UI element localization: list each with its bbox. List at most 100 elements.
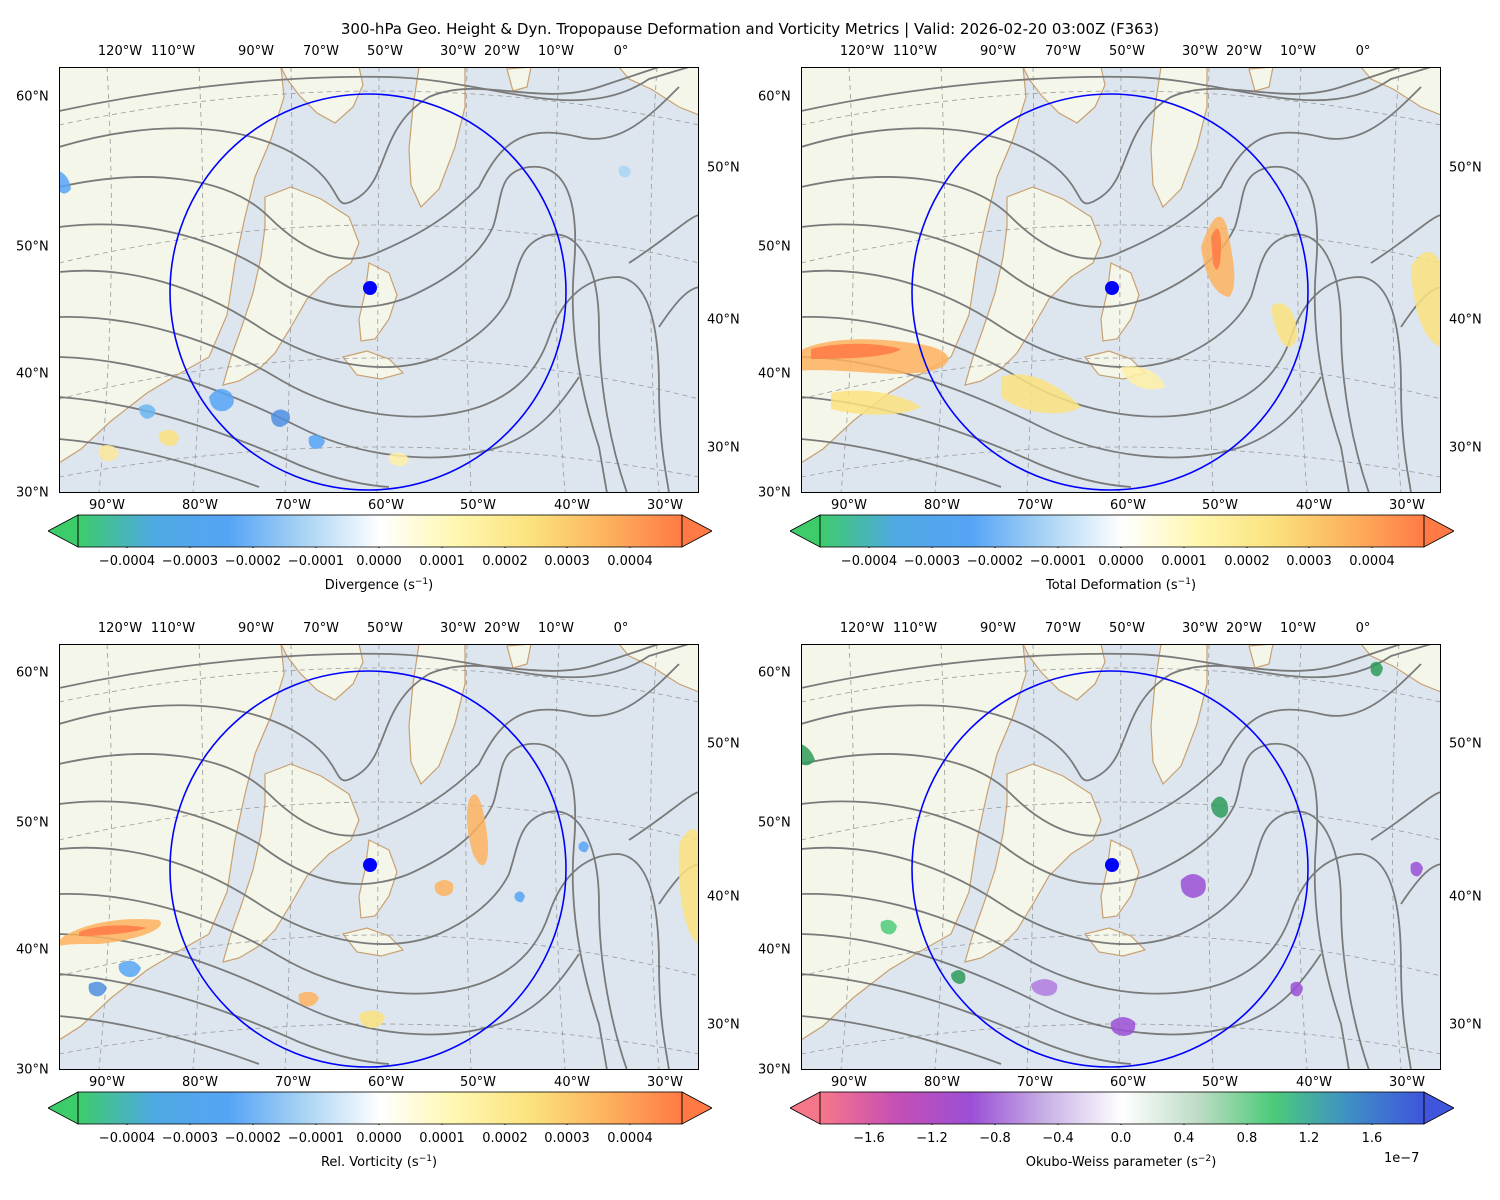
bottom-lon-label: 40°W (554, 498, 590, 513)
top-lon-label: 0° (613, 621, 629, 636)
left-lat-label: 60°N (16, 89, 49, 105)
okubo-weiss-colorbar (790, 1091, 1454, 1125)
field-feature-3 (158, 429, 179, 446)
top-lon-label: 120°W (97, 44, 143, 59)
top-lon-label: 50°W (1109, 621, 1145, 636)
graticule (59, 67, 699, 493)
left-lat-label: 50°N (758, 239, 791, 255)
height-contour-0 (801, 644, 1432, 689)
top-lon-label: 70°W (1045, 621, 1081, 636)
top-lon-label: 90°W (980, 621, 1016, 636)
okubo-weiss-map[interactable] (801, 644, 1441, 1070)
top-lon-label: 0° (1355, 44, 1371, 59)
top-lon-label: 20°W (1226, 44, 1262, 59)
height-contour-7 (801, 973, 1132, 1065)
divergence-panel: 120°W 110°W 90°W 70°W 50°W 30°W 20°W 10°W 0° 90°W… (0, 0, 740, 593)
graticule-line-5 (1296, 67, 1308, 493)
land-polygon-2 (964, 186, 1102, 386)
colorbar-extend-low (790, 1091, 821, 1125)
height-contour-2 (801, 86, 1422, 260)
land-polygon-2 (222, 763, 360, 963)
land-polygon-1 (280, 67, 364, 124)
graticule-line-1 (192, 644, 204, 1070)
colorbar-tick-label: −0.0002 (224, 554, 282, 569)
graticule-line-4 (1207, 67, 1214, 493)
colorbar-tick-label: −0.0001 (287, 1131, 345, 1146)
height-contour-8 (59, 438, 260, 488)
top-lon-label: 110°W (892, 621, 938, 636)
height-contour-3 (801, 743, 1350, 1070)
colorbar-offset-text: 1e−7 (1384, 1151, 1420, 1166)
bottom-lon-label: 30°W (647, 498, 683, 513)
colorbar-tick-label: −0.8 (979, 1131, 1011, 1146)
graticule-line-8 (59, 801, 699, 841)
right-lat-label: 50°N (1449, 736, 1482, 752)
height-contour-0 (801, 67, 1432, 112)
graticule-line-2 (284, 644, 293, 1070)
land-polygon-1 (280, 644, 364, 701)
colorbar-tick-label: −0.0002 (224, 1131, 282, 1146)
bottom-lon-label: 50°W (460, 498, 496, 513)
right-lat-label: 50°N (1449, 160, 1482, 176)
divergence-map[interactable] (59, 67, 699, 493)
colorbar-extend-high (681, 1091, 712, 1125)
colorbar-label: Divergence (s−1) (324, 577, 434, 593)
height-contour-2 (59, 86, 680, 260)
colorbar-extend-low (48, 514, 79, 548)
center-marker (363, 281, 377, 295)
colorbar-tick-label: −0.0004 (840, 554, 898, 569)
colorbar-tick-label: −0.0004 (98, 554, 156, 569)
field-feature-7 (1410, 861, 1423, 877)
field-feature-4 (466, 794, 489, 866)
height-contour-4 (801, 233, 1370, 493)
height-contour-6 (59, 933, 580, 1036)
top-lon-label: 120°W (97, 621, 143, 636)
field-feature-4 (951, 970, 966, 984)
colorbar-tick-label: 0.0003 (544, 554, 590, 569)
rel-vorticity-map[interactable] (59, 644, 699, 1070)
colorbar-tick-label: −0.0002 (966, 554, 1024, 569)
height-contour-6 (801, 933, 1322, 1036)
field-feature-10 (578, 841, 589, 853)
height-contour-9 (628, 791, 699, 841)
left-lat-label: 50°N (16, 239, 49, 255)
land-polygon-4 (341, 350, 405, 380)
graticule-line-6 (650, 67, 660, 493)
graticule-line-0 (98, 67, 112, 493)
graticule-line-9 (801, 934, 1441, 977)
right-lat-label: 30°N (1449, 1017, 1482, 1033)
colorbar-body (820, 515, 1424, 547)
colorbar-tick-label: −0.0001 (287, 554, 345, 569)
graticule-line-1 (934, 644, 946, 1070)
okubo-weiss-panel: 120°W 110°W 90°W 70°W 50°W 30°W 20°W 10°W 0° 90°W… (742, 577, 1482, 1170)
field-feature-6 (880, 919, 897, 935)
colorbar-tick-label: 0.0002 (482, 554, 528, 569)
analysis-ring (169, 93, 567, 491)
total-deformation-map[interactable] (801, 67, 1441, 493)
right-lat-label: 40°N (1449, 889, 1482, 905)
rel-vorticity-panel: 120°W 110°W 90°W 70°W 50°W 30°W 20°W 10°W 0° 90°W… (0, 577, 740, 1170)
bottom-lon-label: 80°W (182, 498, 218, 513)
top-lon-label: 90°W (980, 44, 1016, 59)
graticule-line-0 (840, 67, 854, 493)
field-feature-3 (1211, 228, 1221, 270)
field-feature-1 (79, 925, 147, 936)
height-contours (59, 644, 699, 1070)
colorbar-tick-label: −1.2 (916, 1131, 948, 1146)
left-lat-label: 50°N (16, 815, 49, 831)
height-contour-1 (801, 67, 1402, 205)
colorbar-body (78, 1092, 682, 1124)
graticule-line-5 (554, 644, 566, 1070)
colorbar-tick-label: 0.0004 (607, 554, 653, 569)
height-contour-1 (59, 644, 660, 782)
colorbar-extend-high (681, 514, 712, 548)
height-contour-7 (59, 396, 390, 488)
left-lat-label: 40°N (16, 366, 49, 382)
top-lon-label: 30°W (1182, 44, 1218, 59)
colorbar-tick-label: 0.4 (1173, 1131, 1195, 1146)
height-contour-2 (59, 663, 680, 837)
graticule-line-9 (801, 357, 1441, 400)
colorbar-tick-label: 0.8 (1236, 1131, 1258, 1146)
analysis-ring (169, 670, 567, 1068)
land-polygon-1 (1022, 67, 1106, 124)
